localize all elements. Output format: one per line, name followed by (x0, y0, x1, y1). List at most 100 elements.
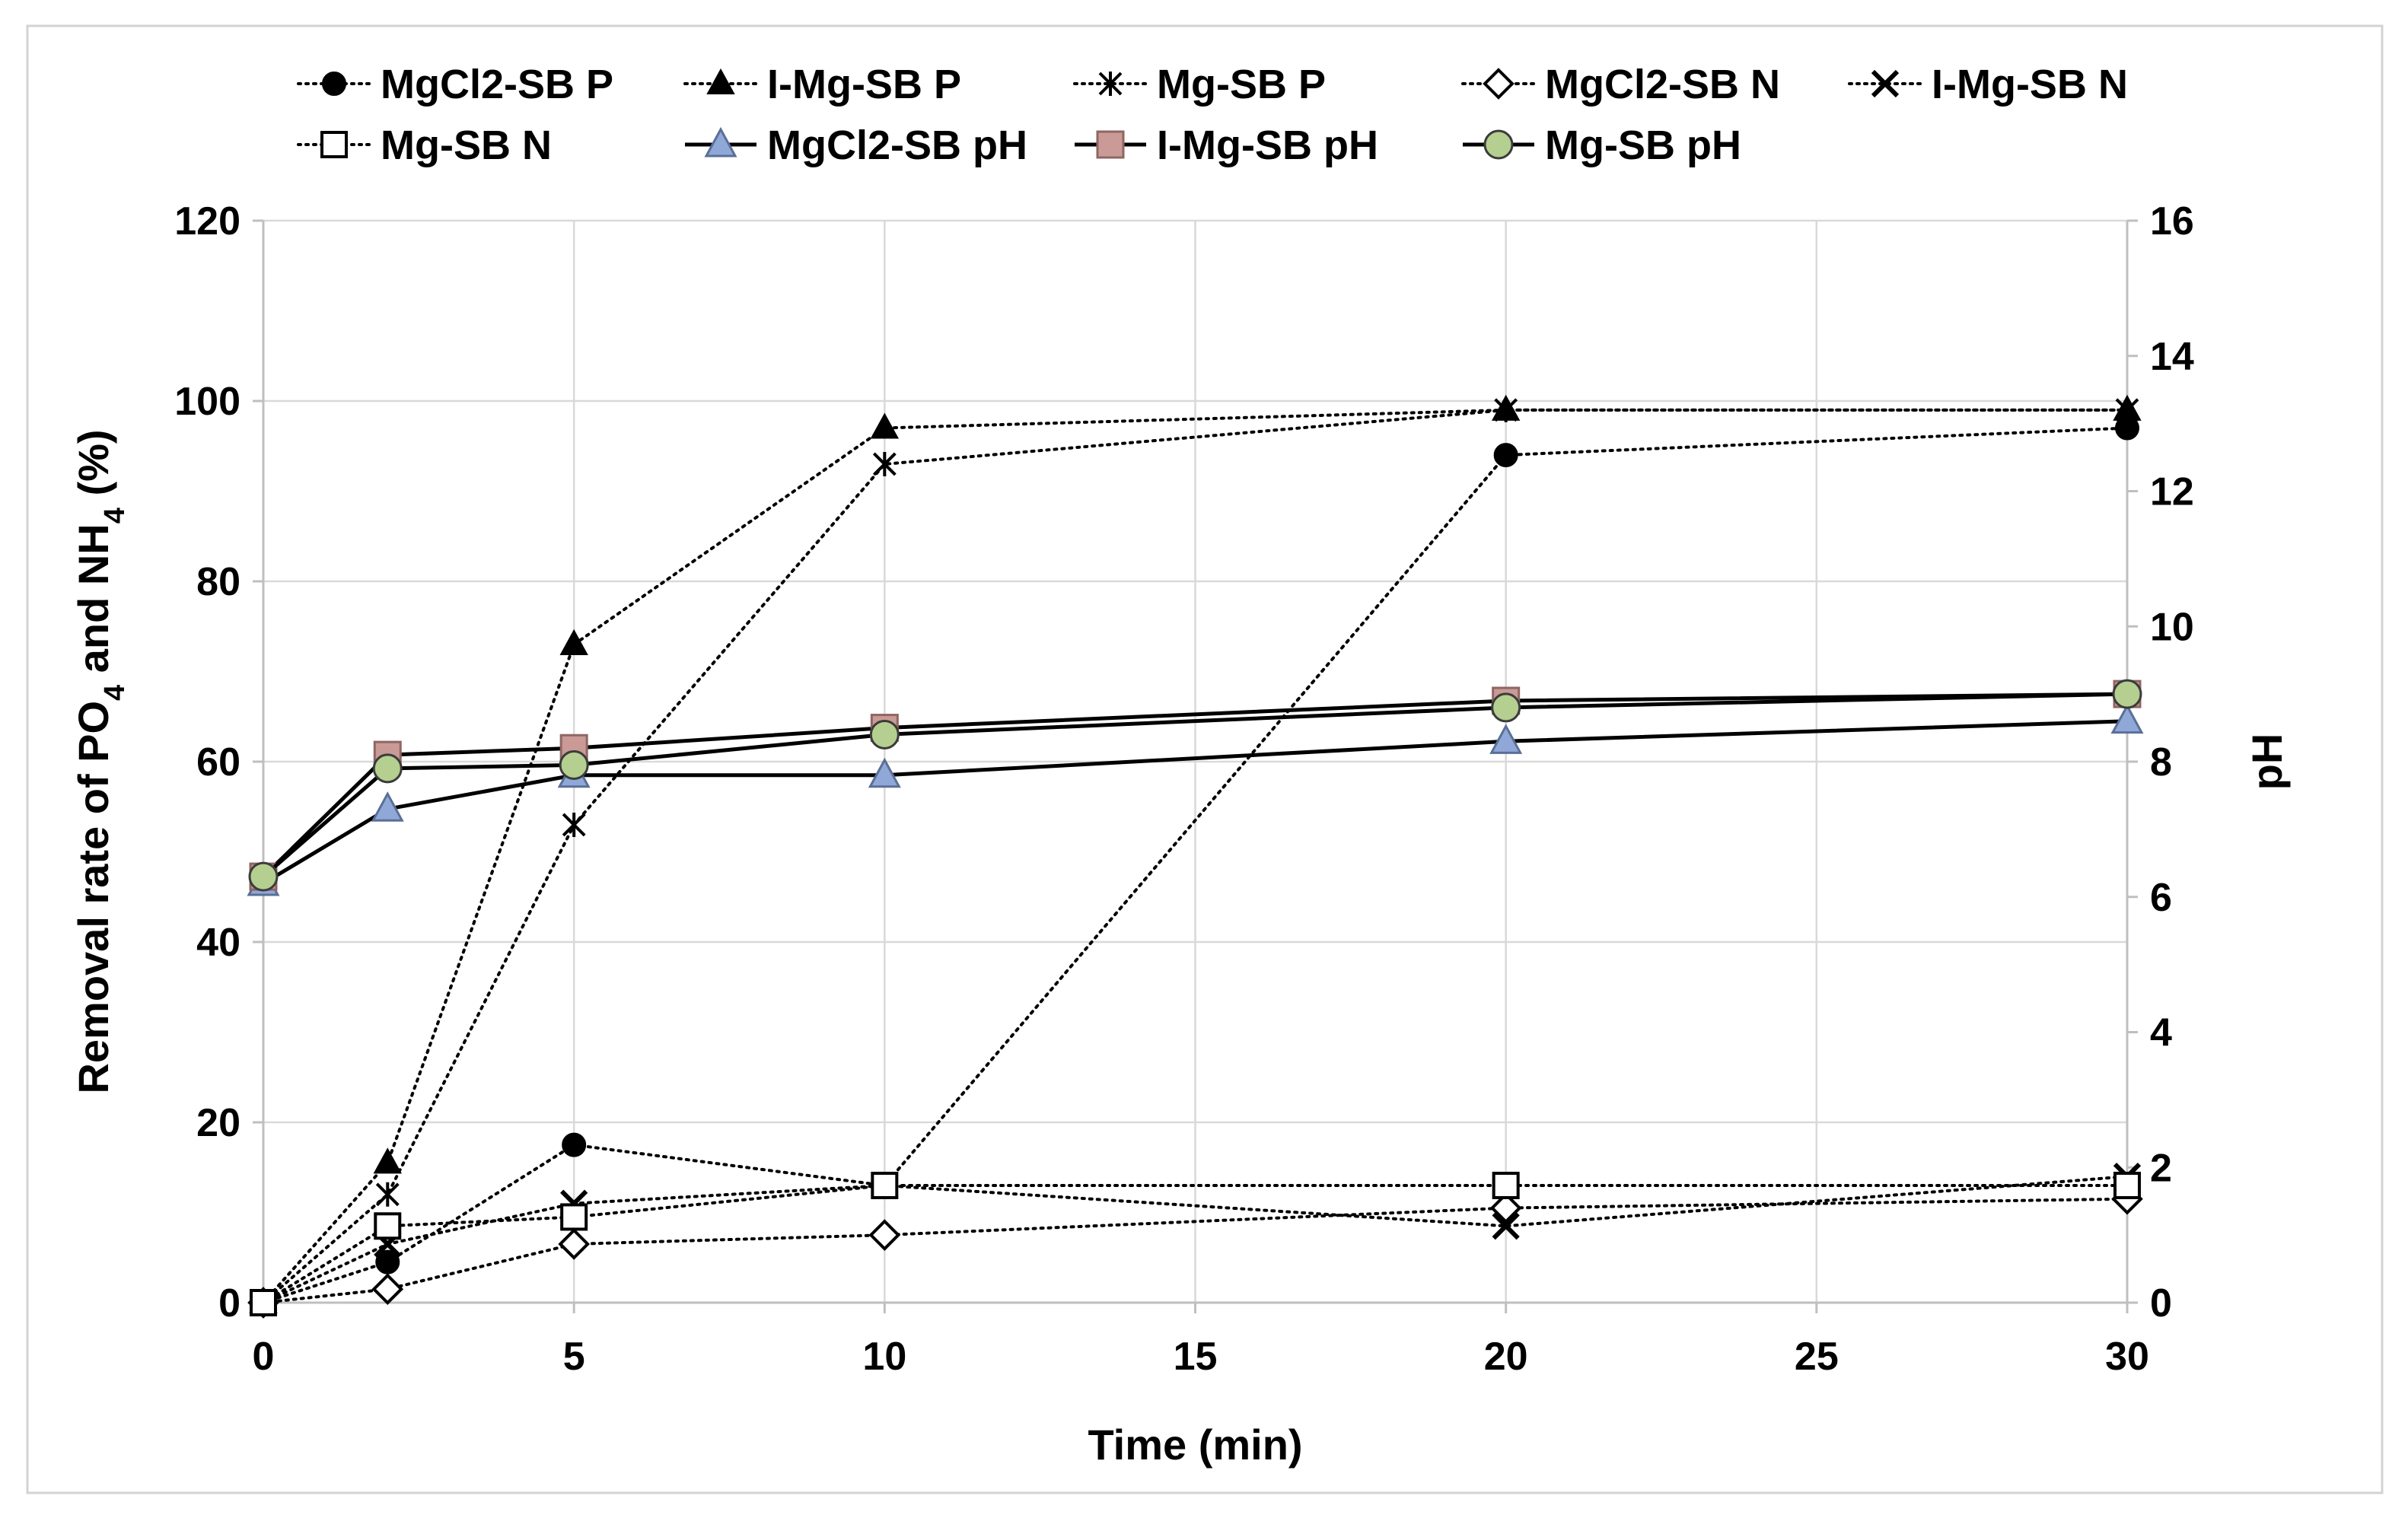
data-point-mgcl2-sb-ph (1489, 724, 1523, 754)
series-line-mgcl2-sb-ph (262, 719, 2128, 886)
marker-shape (560, 1203, 588, 1231)
marker-shape (372, 753, 403, 784)
marker-shape (322, 72, 346, 96)
data-point-mgcl2-sb-ph (868, 757, 901, 788)
x-tick-label: 15 (1174, 1335, 1218, 1379)
y2-tick-label: 16 (2150, 199, 2194, 243)
legend-label: MgCl2-SB P (381, 62, 613, 107)
x-tick-label: 10 (862, 1335, 906, 1379)
y2-tick-label: 12 (2150, 470, 2194, 514)
data-point-mgcl2-sb-n (1489, 1192, 1522, 1224)
marker-shape (1492, 1171, 1520, 1199)
y-axis-title: Removal rate of PO4 and NH4 (%) (69, 429, 131, 1093)
series-line-mg-sb-n (262, 1184, 2129, 1304)
y-tick-label: 80 (196, 560, 240, 604)
data-point-mg-sb-p (2115, 397, 2139, 422)
marker-shape (870, 412, 900, 439)
marker-shape (1483, 68, 1515, 100)
legend-marker (706, 68, 735, 94)
marker-shape (1098, 72, 1123, 96)
legend-marker (1096, 130, 1125, 159)
data-point-mg-sb-p (1494, 397, 1518, 422)
y-axis-title-subscript: 4 (99, 508, 131, 524)
marker-shape (248, 861, 279, 892)
legend-marker (704, 126, 737, 158)
marker-shape (872, 451, 897, 476)
marker-shape (374, 1212, 402, 1240)
data-point-mg-sb-n (560, 1203, 588, 1231)
data-point-i-mg-sb-p (373, 1147, 402, 1174)
marker-shape (2112, 679, 2142, 709)
legend-item-mgcl2-sb-p: MgCl2-SB P (297, 62, 613, 107)
y2-axis-title: pH (2243, 734, 2291, 791)
data-point-mg-sb-ph (559, 749, 589, 780)
marker-shape (1492, 1212, 1520, 1240)
data-point-mgcl2-sb-n (371, 1273, 404, 1306)
marker-shape (2110, 703, 2144, 734)
x-tick-label: 5 (563, 1335, 585, 1379)
y2-tick-label: 14 (2150, 335, 2194, 379)
legend-marker (1871, 69, 1900, 98)
y-axis-title-part: (%) (69, 429, 117, 508)
legend-label: MgCl2-SB N (1545, 62, 1780, 107)
marker-shape (706, 68, 735, 94)
y-tick-label: 60 (196, 740, 240, 784)
y-tick-label: 100 (174, 380, 240, 424)
legend-marker (1483, 129, 1514, 160)
marker-shape (869, 719, 900, 749)
data-point-mg-sb-n (374, 1212, 402, 1240)
legend-item-mgcl2-sb-n: MgCl2-SB N (1461, 62, 1780, 107)
marker-shape (320, 131, 348, 158)
marker-shape (1489, 1192, 1522, 1224)
series-line-mgcl2-sb-p (262, 426, 2129, 1304)
legend-item-mg-sb-p: Mg-SB P (1073, 62, 1326, 107)
legend-label: I-Mg-SB pH (1157, 123, 1378, 168)
marker-shape (558, 1228, 590, 1260)
legend-label: I-Mg-SB N (1932, 62, 2128, 107)
data-point-mgcl2-sb-p (1493, 443, 1518, 468)
marker-shape (868, 1219, 901, 1251)
marker-shape (250, 1289, 277, 1316)
data-point-mg-sb-ph (2112, 679, 2142, 709)
series-mg-sb-ph (248, 679, 2142, 892)
marker-shape (871, 1171, 899, 1199)
marker-shape (2115, 397, 2139, 422)
legend-label: Mg-SB pH (1545, 123, 1741, 168)
marker-shape (373, 1147, 402, 1174)
legend-marker (1098, 72, 1123, 96)
legend-marker (322, 72, 346, 96)
data-point-i-mg-sb-n (1492, 1212, 1520, 1240)
y-axis-title-subscript: 4 (99, 685, 131, 701)
legend-item-mgcl2-sb-ph: MgCl2-SB pH (685, 123, 1027, 168)
data-point-mg-sb-ph (372, 753, 403, 784)
marker-shape (375, 1182, 400, 1207)
marker-shape (559, 749, 589, 780)
legend-item-mg-sb-ph: Mg-SB pH (1463, 123, 1741, 168)
marker-shape (1493, 443, 1518, 468)
legend-marker (320, 131, 348, 158)
series (247, 394, 2144, 1319)
x-tick-label: 0 (253, 1335, 275, 1379)
marker-shape (562, 1132, 587, 1157)
legend-label: Mg-SB P (1157, 62, 1326, 107)
y-axis-title-part: and NH (69, 524, 117, 685)
series-line-i-mg-sb-n (262, 1175, 2129, 1304)
y-axis-title-part: Removal rate of PO (69, 701, 117, 1094)
legend-marker (1483, 68, 1515, 100)
series-line-mgcl2-sb-n (262, 1197, 2129, 1304)
y-tick-label: 40 (196, 921, 240, 965)
legend-label: I-Mg-SB P (767, 62, 961, 107)
data-point-mgcl2-sb-ph (2110, 703, 2144, 734)
data-point-mg-sb-n (871, 1171, 899, 1199)
x-tick-label: 20 (1484, 1335, 1528, 1379)
data-point-mg-sb-p (562, 812, 586, 837)
y-tick-label: 20 (196, 1101, 240, 1145)
marker-shape (2113, 1171, 2141, 1199)
legend-item-i-mg-sb-p: I-Mg-SB P (683, 62, 961, 107)
data-point-mg-sb-n (250, 1289, 277, 1316)
data-point-mg-sb-p (872, 451, 897, 476)
data-point-mgcl2-sb-ph (371, 791, 404, 822)
marker-shape (868, 757, 901, 788)
marker-shape (704, 126, 737, 158)
